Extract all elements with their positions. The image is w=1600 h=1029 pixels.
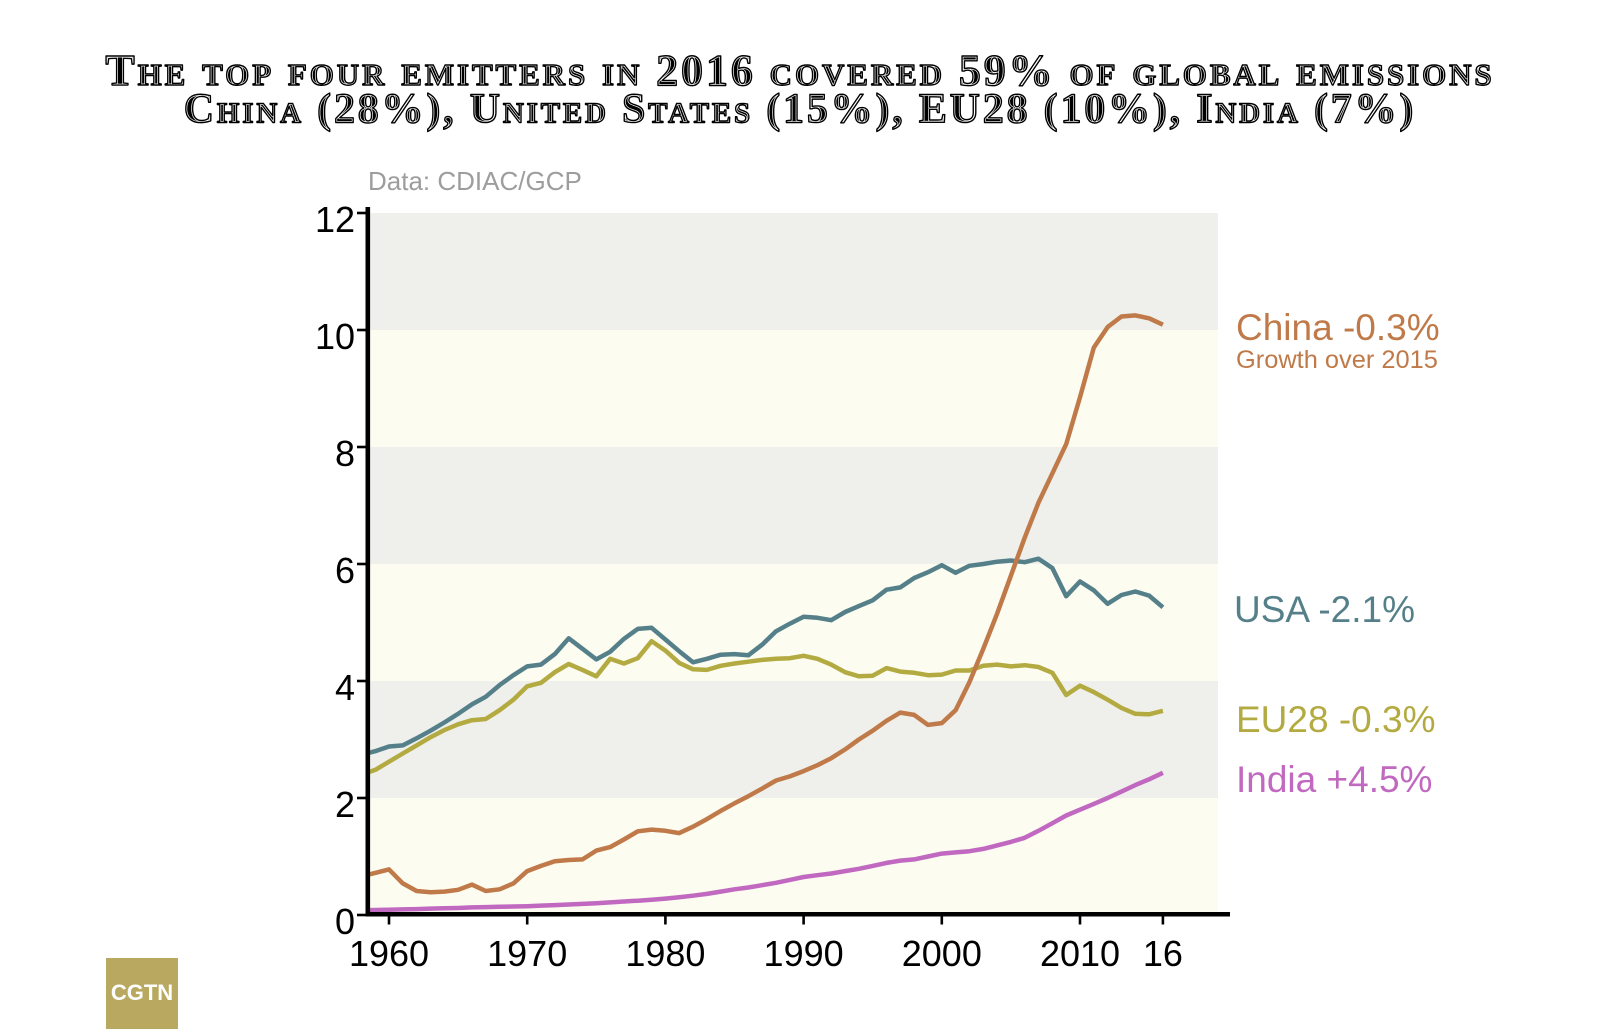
svg-text:1990: 1990 bbox=[764, 933, 844, 974]
svg-text:The top four emitters in 2016: The top four emitters in 2016 covered 59… bbox=[105, 46, 1494, 95]
svg-text:1960: 1960 bbox=[349, 933, 429, 974]
svg-text:China (28%), United States (15: China (28%), United States (15%), EU28 (… bbox=[184, 87, 1416, 133]
svg-text:China -0.3%: China -0.3% bbox=[1236, 307, 1440, 348]
svg-text:1970: 1970 bbox=[487, 933, 567, 974]
svg-text:Data: CDIAC/GCP: Data: CDIAC/GCP bbox=[368, 166, 582, 196]
svg-text:10: 10 bbox=[315, 316, 355, 357]
svg-text:2000: 2000 bbox=[902, 933, 982, 974]
svg-text:The top four emitters in 2016: The top four emitters in 2016 covered 59… bbox=[105, 46, 1494, 95]
svg-text:2010: 2010 bbox=[1040, 933, 1120, 974]
svg-text:China (28%), United States (15: China (28%), United States (15%), EU28 (… bbox=[184, 87, 1416, 133]
svg-text:China (28%), United States (15: China (28%), United States (15%), EU28 (… bbox=[184, 87, 1416, 133]
svg-text:8: 8 bbox=[335, 433, 355, 474]
svg-text:1980: 1980 bbox=[625, 933, 705, 974]
svg-text:12: 12 bbox=[315, 199, 355, 240]
svg-text:The top four emitters in 2016: The top four emitters in 2016 covered 59… bbox=[105, 46, 1494, 95]
svg-text:4: 4 bbox=[335, 667, 355, 708]
svg-text:6: 6 bbox=[335, 550, 355, 591]
svg-text:2: 2 bbox=[335, 784, 355, 825]
svg-text:EU28 -0.3%: EU28 -0.3% bbox=[1236, 699, 1436, 740]
svg-text:India +4.5%: India +4.5% bbox=[1236, 759, 1432, 800]
svg-text:0: 0 bbox=[335, 901, 355, 942]
svg-text:CGTN: CGTN bbox=[111, 980, 173, 1005]
svg-text:Growth over 2015: Growth over 2015 bbox=[1236, 346, 1438, 374]
svg-text:USA -2.1%: USA -2.1% bbox=[1234, 589, 1415, 630]
svg-text:16: 16 bbox=[1143, 933, 1183, 974]
